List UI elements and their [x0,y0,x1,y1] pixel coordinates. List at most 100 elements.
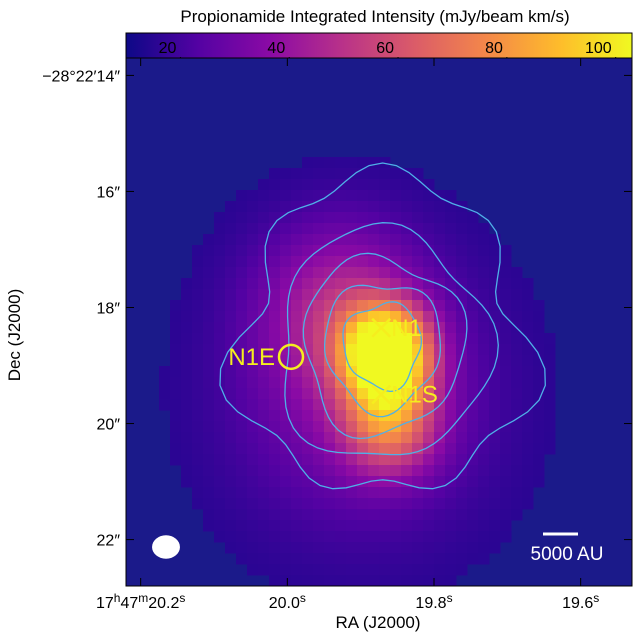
intensity-cell [423,311,435,323]
intensity-cell [313,322,325,334]
intensity-cell [379,542,391,554]
intensity-cell [489,333,501,345]
intensity-cell [500,388,512,400]
intensity-cell [203,256,215,268]
intensity-cell [335,553,347,565]
intensity-cell [401,168,413,180]
contour-line [302,252,468,440]
intensity-cell [434,289,446,301]
intensity-cell [225,465,237,477]
intensity-cell [346,355,358,367]
intensity-cell [445,333,457,345]
intensity-cell [258,454,270,466]
intensity-cell [302,377,314,389]
intensity-cell [357,190,369,202]
intensity-cell [236,476,248,488]
intensity-cell [214,300,226,312]
intensity-cell [379,322,391,334]
intensity-cell [346,179,358,191]
intensity-cell [192,245,204,257]
intensity-cell [368,179,380,191]
intensity-cell [346,201,358,213]
intensity-cell [390,366,402,378]
intensity-cell [456,553,468,565]
intensity-cell [434,267,446,279]
intensity-cell [467,322,479,334]
intensity-cell [401,575,413,586]
intensity-cell [258,289,270,301]
intensity-cell [192,333,204,345]
intensity-cell [445,344,457,356]
intensity-cell [247,212,259,224]
intensity-cell [368,531,380,543]
intensity-cell [280,432,292,444]
intensity-cell [401,355,413,367]
intensity-cell [423,542,435,554]
intensity-cell [324,212,336,224]
intensity-cell [489,454,501,466]
intensity-cell [346,575,358,586]
intensity-cell [390,267,402,279]
contour-line [323,284,441,418]
intensity-cell [225,454,237,466]
intensity-cell [423,509,435,521]
intensity-cell [533,465,545,477]
intensity-cell [467,377,479,389]
intensity-cell [313,190,325,202]
y-tick-label: 18″ [97,300,121,317]
intensity-cell [346,212,358,224]
intensity-cell [247,498,259,510]
intensity-cell [302,234,314,246]
intensity-cell [423,399,435,411]
intensity-cell [467,300,479,312]
intensity-cell [346,245,358,257]
intensity-cell [456,564,468,576]
intensity-cell [412,410,424,422]
intensity-cell [533,476,545,488]
intensity-cell [324,377,336,389]
intensity-cell [324,564,336,576]
intensity-cell [302,355,314,367]
intensity-cell [236,300,248,312]
intensity-cell [269,410,281,422]
intensity-cell [258,245,270,257]
intensity-cell [456,487,468,499]
intensity-cell [335,410,347,422]
intensity-cell [247,388,259,400]
y-axis-title: Dec (J2000) [5,289,24,382]
intensity-cell [302,542,314,554]
intensity-cell [291,377,303,389]
intensity-cell [313,300,325,312]
intensity-cell [247,355,259,367]
intensity-cell [522,300,534,312]
intensity-cell [170,410,182,422]
intensity-cell [258,553,270,565]
intensity-cell [269,289,281,301]
intensity-cell [522,344,534,356]
intensity-cell [225,388,237,400]
intensity-cell [357,575,369,586]
intensity-cell [401,509,413,521]
intensity-cell [225,300,237,312]
intensity-cell [368,223,380,235]
intensity-cell [511,432,523,444]
intensity-cell [489,487,501,499]
intensity-cell [423,575,435,586]
intensity-cell [412,289,424,301]
intensity-cell [170,333,182,345]
intensity-cell [159,366,171,378]
intensity-cell [346,377,358,389]
x-tick-labels: 17h47m20.2s 20.0s 19.8s 19.6s [96,591,599,612]
intensity-cell [214,245,226,257]
intensity-cell [357,366,369,378]
intensity-cell [434,509,446,521]
intensity-cell [533,421,545,433]
intensity-cell [346,278,358,290]
intensity-cell [445,564,457,576]
intensity-cell [533,410,545,422]
intensity-cell [214,509,226,521]
intensity-cell [324,245,336,257]
intensity-cell [478,542,490,554]
intensity-cell [335,201,347,213]
intensity-cell [269,223,281,235]
